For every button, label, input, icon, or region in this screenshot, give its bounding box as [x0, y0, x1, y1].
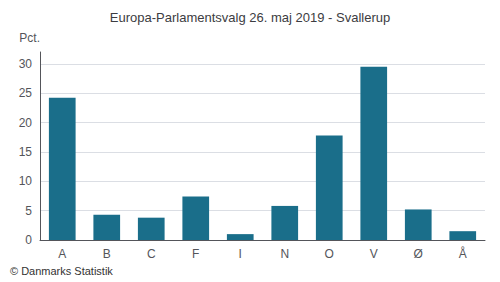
svg-text:30: 30	[19, 57, 33, 71]
svg-text:B: B	[103, 247, 111, 261]
svg-text:25: 25	[19, 86, 33, 100]
svg-text:20: 20	[19, 116, 33, 130]
svg-text:Ø: Ø	[414, 247, 423, 261]
svg-text:Europa-Parlamentsvalg 26. maj: Europa-Parlamentsvalg 26. maj 2019 - Sva…	[110, 10, 390, 25]
svg-text:N: N	[280, 247, 289, 261]
svg-text:Pct.: Pct.	[19, 31, 40, 45]
svg-text:I: I	[239, 247, 242, 261]
svg-text:C: C	[147, 247, 156, 261]
svg-text:O: O	[325, 247, 334, 261]
svg-text:Å: Å	[459, 246, 467, 261]
svg-text:0: 0	[25, 233, 32, 247]
svg-text:© Danmarks Statistik: © Danmarks Statistik	[10, 265, 113, 277]
svg-text:F: F	[192, 247, 199, 261]
svg-text:10: 10	[19, 174, 33, 188]
svg-text:V: V	[370, 247, 378, 261]
svg-text:A: A	[58, 247, 66, 261]
svg-text:5: 5	[25, 204, 32, 218]
svg-text:15: 15	[19, 145, 33, 159]
